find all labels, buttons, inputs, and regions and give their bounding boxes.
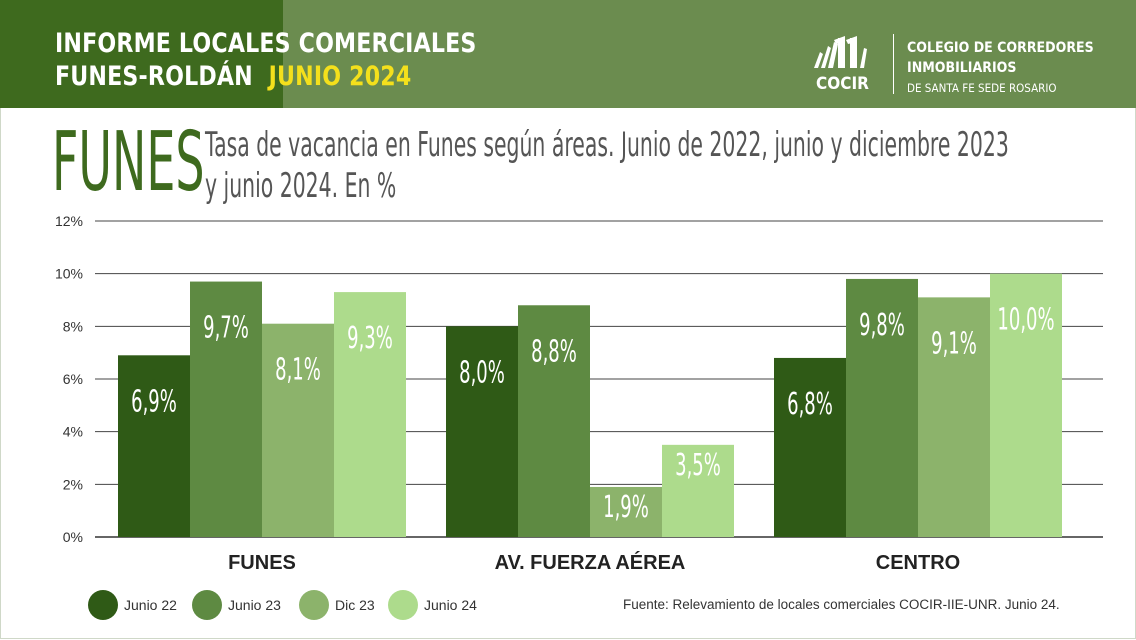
bars — [118, 273, 1062, 537]
y-tick-label: 2% — [63, 476, 83, 492]
bar — [446, 326, 518, 537]
chart-subtitle: Tasa de vacancia en Funes según áreas. J… — [205, 125, 1009, 207]
cocir-logo-icon — [814, 36, 867, 68]
report-title-line2: FUNES-ROLDÁN JUNIO 2024 — [55, 60, 477, 93]
x-axis-categories: FUNES AV. FUERZA AÉREA CENTRO — [228, 551, 960, 574]
bar-value-label: 6,8% — [787, 386, 833, 421]
legend-swatch — [299, 590, 329, 620]
legend-label: Junio 23 — [228, 597, 281, 613]
y-tick-label: 8% — [63, 318, 83, 334]
report-title-date: JUNIO 2024 — [268, 61, 412, 92]
y-tick-label: 12% — [55, 213, 83, 229]
org-line3: DE SANTA FE SEDE ROSARIO — [907, 81, 1057, 95]
bar-value-label: 1,9% — [603, 489, 649, 524]
bar — [990, 273, 1062, 537]
x-category-label: FUNES — [228, 552, 296, 574]
legend-label: Junio 22 — [124, 597, 177, 613]
bar — [846, 278, 918, 537]
logo-wordmark: COCIR — [816, 74, 869, 94]
bar-value-label: 9,3% — [347, 320, 393, 355]
organization-name: COLEGIO DE CORREDORES INMOBILIARIOS DE S… — [907, 38, 1094, 98]
bar-labels: 6,9% 9,7% 8,1% 9,3% 8,0% 8,8% 1,9% 3,5% 6,8% 9,8%… — [131, 302, 1054, 524]
legend-swatch — [388, 590, 418, 620]
report-title: INFORME LOCALES COMERCIALES FUNES-ROLDÁN… — [55, 27, 477, 93]
chart-subtitle-line1: Tasa de vacancia en Funes según áreas. J… — [205, 125, 1009, 165]
bar — [190, 281, 262, 537]
x-category-label: AV. FUERZA AÉREA — [495, 551, 686, 574]
bar — [662, 444, 734, 537]
legend-swatch — [192, 590, 222, 620]
org-line1: COLEGIO DE CORREDORES — [907, 40, 1094, 56]
bar — [590, 486, 662, 537]
y-tick-label: 10% — [55, 266, 83, 282]
report-header: INFORME LOCALES COMERCIALES FUNES-ROLDÁN… — [0, 0, 1136, 108]
bar — [118, 355, 190, 537]
bar — [518, 305, 590, 537]
bar-value-label: 8,8% — [531, 333, 577, 368]
source-note: Fuente: Relevamiento de locales comercia… — [623, 597, 1060, 612]
bar-value-label: 8,1% — [275, 352, 321, 387]
org-line2: INMOBILIARIOS — [907, 60, 1017, 76]
bar-value-label: 6,9% — [131, 383, 177, 418]
bar-value-label: 8,0% — [459, 354, 505, 389]
report-title-place: FUNES-ROLDÁN — [55, 61, 253, 92]
legend-label: Dic 23 — [335, 597, 375, 613]
y-tick-label: 4% — [63, 424, 83, 440]
bar-value-label: 9,7% — [203, 310, 249, 345]
section-title: FUNES — [52, 115, 205, 210]
y-tick-label: 6% — [63, 371, 83, 387]
y-axis-ticks: 0% 2% 4% 6% 8% 10% 12% — [55, 213, 83, 545]
bar-value-label: 9,8% — [859, 307, 905, 342]
legend-swatch — [88, 590, 118, 620]
legend-label: Junio 24 — [424, 597, 477, 613]
bar-value-label: 9,1% — [931, 325, 977, 360]
bar-value-label: 10,0% — [997, 302, 1054, 337]
y-tick-label: 0% — [63, 529, 83, 545]
bar — [918, 297, 990, 537]
x-category-label: CENTRO — [876, 552, 960, 574]
header-accent-block — [0, 0, 283, 108]
bar — [334, 292, 406, 537]
chart-subtitle-line2: y junio 2024. En % — [205, 166, 397, 206]
bar — [262, 323, 334, 537]
logo-divider — [893, 34, 894, 94]
bar-value-label: 3,5% — [675, 447, 721, 482]
report-title-line1: INFORME LOCALES COMERCIALES — [55, 28, 477, 59]
bar — [774, 357, 846, 537]
